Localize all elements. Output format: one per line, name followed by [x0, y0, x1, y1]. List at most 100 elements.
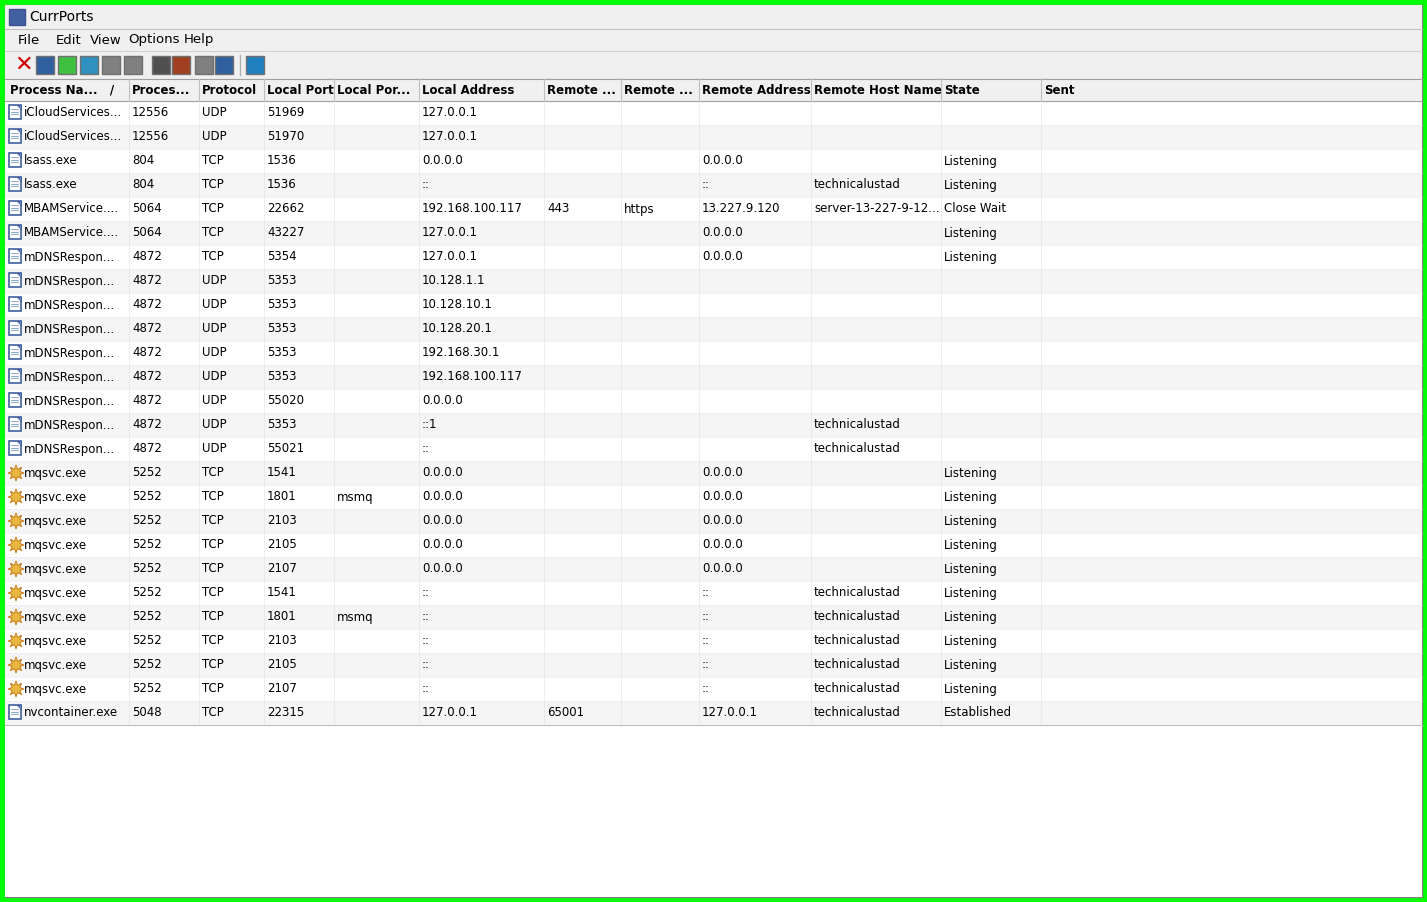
Text: 4872: 4872 [133, 299, 161, 311]
Text: TCP: TCP [203, 514, 224, 528]
Polygon shape [17, 441, 21, 445]
Bar [6, 629, 1421, 653]
Bar [6, 437, 1421, 461]
Text: 2107: 2107 [267, 563, 297, 575]
Bar [9, 705, 21, 719]
Text: msmq: msmq [337, 491, 374, 503]
Text: 4872: 4872 [133, 251, 161, 263]
Polygon shape [17, 297, 21, 301]
Bar [6, 101, 1421, 125]
Bar [9, 9, 26, 25]
Text: 5252: 5252 [133, 538, 161, 551]
Text: ::1: ::1 [422, 419, 438, 431]
Bar [6, 413, 1421, 437]
Text: 55021: 55021 [267, 443, 304, 456]
Bar [6, 557, 1421, 581]
Text: 127.0.0.1: 127.0.0.1 [422, 106, 478, 119]
Text: 5252: 5252 [133, 491, 161, 503]
Bar [9, 225, 21, 239]
Text: mDNSRespon...: mDNSRespon... [24, 251, 116, 263]
Text: 0.0.0.0: 0.0.0.0 [702, 491, 742, 503]
Polygon shape [17, 273, 21, 277]
Text: 1541: 1541 [267, 466, 297, 480]
Text: mqsvc.exe: mqsvc.exe [24, 658, 87, 671]
Bar [9, 441, 21, 455]
Text: UDP: UDP [203, 371, 227, 383]
Text: Listening: Listening [945, 179, 997, 191]
Text: TCP: TCP [203, 658, 224, 671]
Text: Remote ...: Remote ... [624, 84, 694, 97]
Text: 1801: 1801 [267, 611, 297, 623]
Text: 5353: 5353 [267, 323, 297, 336]
Text: 5353: 5353 [267, 346, 297, 360]
Bar [6, 677, 1421, 701]
Text: 5252: 5252 [133, 514, 161, 528]
Text: 0.0.0.0: 0.0.0.0 [422, 154, 462, 168]
Text: UDP: UDP [203, 274, 227, 288]
Text: TCP: TCP [203, 203, 224, 216]
Bar [9, 417, 21, 431]
Bar [6, 341, 1421, 365]
Text: 5252: 5252 [133, 563, 161, 575]
Text: TCP: TCP [203, 226, 224, 240]
Bar [9, 249, 21, 263]
Text: 1536: 1536 [267, 154, 297, 168]
Bar [80, 56, 98, 74]
Polygon shape [17, 105, 21, 109]
Text: mDNSRespon...: mDNSRespon... [24, 346, 116, 360]
Polygon shape [17, 153, 21, 157]
Text: Listening: Listening [945, 491, 997, 503]
Bar [6, 51, 1421, 79]
Text: Established: Established [945, 706, 1012, 720]
Text: TCP: TCP [203, 563, 224, 575]
Polygon shape [17, 201, 21, 205]
Text: mDNSRespon...: mDNSRespon... [24, 394, 116, 408]
Text: Remote ...: Remote ... [547, 84, 616, 97]
Bar [124, 56, 143, 74]
Text: 127.0.0.1: 127.0.0.1 [422, 706, 478, 720]
Text: mqsvc.exe: mqsvc.exe [24, 491, 87, 503]
Text: Remote Host Name: Remote Host Name [813, 84, 942, 97]
Polygon shape [17, 129, 21, 133]
Polygon shape [9, 681, 24, 697]
Text: 1541: 1541 [267, 586, 297, 600]
Text: 4872: 4872 [133, 419, 161, 431]
Text: Process Na...   /: Process Na... / [10, 84, 114, 97]
Text: mqsvc.exe: mqsvc.exe [24, 563, 87, 575]
Text: Sent: Sent [1045, 84, 1075, 97]
Text: Local Address: Local Address [422, 84, 514, 97]
Text: UDP: UDP [203, 443, 227, 456]
Bar [9, 393, 21, 407]
Text: ::: :: [702, 611, 711, 623]
Text: TCP: TCP [203, 538, 224, 551]
Bar [6, 461, 1421, 485]
Bar [9, 201, 21, 215]
Text: 10.128.1.1: 10.128.1.1 [422, 274, 485, 288]
Text: technicalustad: technicalustad [813, 419, 900, 431]
Bar [101, 56, 120, 74]
Text: Listening: Listening [945, 586, 997, 600]
Bar [9, 153, 21, 167]
Text: ::: :: [422, 179, 430, 191]
Polygon shape [9, 513, 24, 529]
Bar [9, 273, 21, 287]
Bar [9, 177, 21, 191]
Text: TCP: TCP [203, 683, 224, 695]
Text: 1536: 1536 [267, 179, 297, 191]
Text: UDP: UDP [203, 131, 227, 143]
Text: 804: 804 [133, 154, 154, 168]
Text: Listening: Listening [945, 683, 997, 695]
Text: 12556: 12556 [133, 106, 170, 119]
Text: server-13-227-9-12...: server-13-227-9-12... [813, 203, 939, 216]
Bar [9, 129, 21, 143]
Bar [173, 56, 190, 74]
Text: 2105: 2105 [267, 658, 297, 671]
Text: ::: :: [422, 586, 430, 600]
Text: Listening: Listening [945, 514, 997, 528]
Text: Listening: Listening [945, 658, 997, 671]
Bar [153, 56, 170, 74]
Text: technicalustad: technicalustad [813, 586, 900, 600]
Text: 5252: 5252 [133, 683, 161, 695]
Text: 0.0.0.0: 0.0.0.0 [702, 466, 742, 480]
Text: 127.0.0.1: 127.0.0.1 [422, 226, 478, 240]
